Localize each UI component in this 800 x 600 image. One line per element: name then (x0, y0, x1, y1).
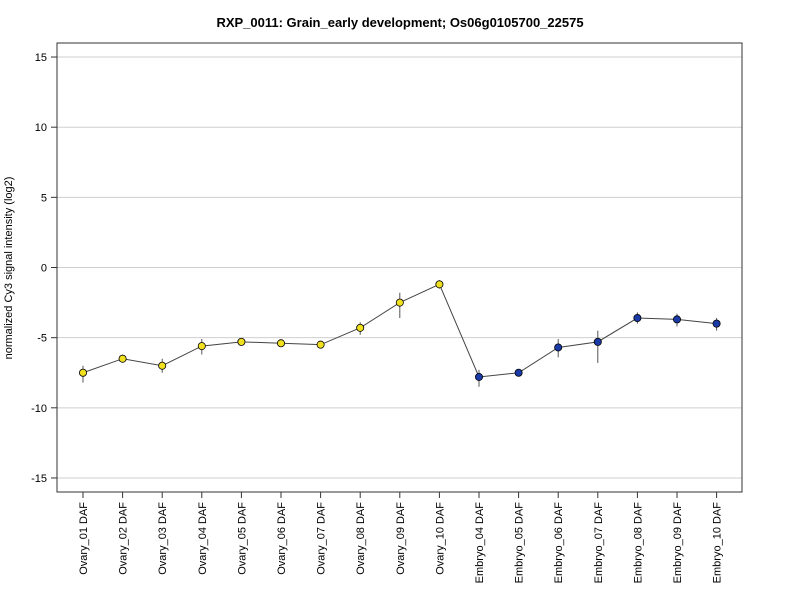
y-tick-label: 10 (35, 122, 47, 134)
x-tick-label: Ovary_03 DAF (157, 502, 169, 575)
x-tick-label: Ovary_06 DAF (276, 502, 288, 575)
x-tick-label: Ovary_10 DAF (434, 502, 446, 575)
x-tick-label: Ovary_01 DAF (78, 502, 90, 575)
x-tick-label: Embryo_09 DAF (672, 502, 684, 584)
y-tick-label: 5 (41, 192, 47, 204)
y-tick-label: -15 (31, 473, 47, 485)
data-point (554, 343, 563, 352)
data-point (514, 368, 523, 377)
x-tick-label: Ovary_07 DAF (316, 502, 328, 575)
x-tick-label: Ovary_05 DAF (236, 502, 248, 575)
data-point (197, 342, 206, 351)
data-point (316, 340, 325, 349)
data-point (593, 337, 602, 346)
x-tick-label: Embryo_06 DAF (553, 502, 565, 584)
data-point (158, 361, 167, 370)
data-point (356, 323, 365, 332)
data-point (633, 314, 642, 323)
data-point (276, 339, 285, 348)
x-tick-label: Embryo_07 DAF (593, 502, 605, 584)
y-axis: -15 -10 -5 0 5 10 15 (31, 52, 57, 485)
y-tick-label: -5 (37, 333, 47, 345)
data-point (673, 315, 682, 324)
gridlines (57, 56, 742, 479)
data-point (395, 298, 404, 307)
data-point (474, 372, 483, 381)
data-point (79, 368, 88, 377)
chart-title: RXP_0011: Grain_early development; Os06g… (216, 15, 583, 30)
x-tick-label: Ovary_09 DAF (395, 502, 407, 575)
x-tick-label: Embryo_04 DAF (474, 502, 486, 584)
x-tick-label: Ovary_02 DAF (118, 502, 130, 575)
y-tick-label: 0 (41, 263, 47, 275)
x-tick-label: Ovary_04 DAF (197, 502, 209, 575)
x-tick-label: Embryo_08 DAF (632, 502, 644, 584)
data-point (435, 280, 444, 289)
x-axis: Ovary_01 DAF Ovary_02 DAF Ovary_03 DAF Ovar… (78, 492, 724, 583)
y-axis-label: normalized Cy3 signal intensity (log2) (3, 177, 15, 360)
x-tick-label: Embryo_10 DAF (712, 502, 724, 584)
data-point (712, 319, 721, 328)
plot-frame (56, 42, 743, 493)
data-point (237, 337, 246, 346)
data-point (118, 354, 127, 363)
plot-area (79, 280, 721, 387)
x-tick-label: Ovary_08 DAF (355, 502, 367, 575)
x-tick-label: Embryo_05 DAF (514, 502, 526, 584)
y-tick-label: -10 (31, 403, 47, 415)
y-tick-label: 15 (35, 52, 47, 64)
